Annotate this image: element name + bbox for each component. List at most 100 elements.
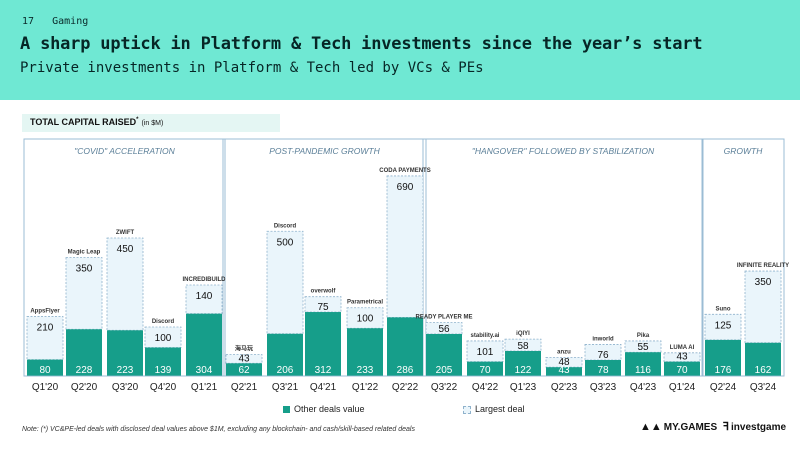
page-number: 17 Gaming: [22, 16, 89, 27]
bar-other-12: [505, 350, 541, 376]
company-logo-label-2: ZWIFT: [116, 230, 135, 236]
data-label-largest-0: 210: [37, 323, 54, 334]
data-label-other-16: 70: [676, 365, 688, 376]
tick-label-18: Q3'24: [750, 382, 777, 393]
bar-other-4: [186, 313, 222, 376]
company-logo-label-11: stability.ai: [471, 333, 500, 339]
bar-other-17: [705, 339, 741, 376]
company-logo-label-4: INCREDIBUILD: [183, 277, 227, 283]
period-label-1: POST-PANDEMIC GROWTH: [269, 146, 380, 156]
company-logo-label-10: READY PLAYER ME: [415, 314, 472, 320]
brand-logos: ▲▲ MY.GAMES ꟻ investgame: [640, 421, 787, 433]
company-logo-label-1: Magic Leap: [68, 250, 101, 256]
bar-other-5: [226, 363, 262, 376]
tick-label-10: Q3'22: [431, 382, 458, 393]
mygames-logo-icon: ▲▲: [640, 421, 662, 433]
data-label-other-10: 205: [436, 365, 453, 376]
company-logo-label-7: overwolf: [311, 289, 337, 295]
company-logo-label-14: inworld: [592, 336, 614, 342]
chart-label-background: [22, 114, 280, 132]
tick-label-2: Q3'20: [112, 382, 139, 393]
tick-label-8: Q1'22: [352, 382, 379, 393]
tick-label-3: Q4'20: [150, 382, 177, 393]
bar-largest-2: [106, 237, 144, 331]
data-label-other-6: 206: [277, 365, 294, 376]
bar-other-3: [145, 347, 181, 376]
data-label-largest-12: 58: [517, 341, 529, 352]
bar-largest-16: [663, 352, 701, 363]
bar-other-7: [305, 312, 341, 376]
data-label-largest-14: 76: [597, 350, 609, 361]
bar-largest-15: [624, 340, 662, 353]
data-label-other-11: 70: [479, 365, 491, 376]
legend-swatch-other: [283, 406, 290, 414]
data-label-largest-9: 690: [397, 182, 414, 193]
data-label-other-3: 139: [155, 365, 172, 376]
tick-label-15: Q4'23: [630, 382, 657, 393]
data-label-other-9: 286: [397, 365, 414, 376]
bar-largest-17: [704, 313, 742, 341]
bar-largest-7: [304, 296, 342, 313]
period-label-0: "COVID" ACCELERATION: [74, 146, 175, 156]
page-subtitle: Private investments in Platform & Tech l…: [20, 60, 484, 76]
data-label-other-8: 233: [357, 365, 374, 376]
bar-largest-6: [266, 230, 304, 335]
tick-label-17: Q2'24: [710, 382, 737, 393]
tick-label-1: Q2'20: [71, 382, 98, 393]
data-label-other-13: 43: [558, 365, 570, 376]
bar-other-1: [66, 329, 102, 376]
bar-largest-9: [386, 175, 424, 318]
bar-largest-14: [584, 344, 622, 361]
bar-other-11: [467, 361, 503, 376]
legend-swatch-largest: [463, 405, 471, 414]
tick-label-11: Q4'22: [472, 382, 499, 393]
data-label-largest-11: 101: [477, 347, 494, 358]
period-label-3: GROWTH: [724, 146, 764, 156]
tick-label-0: Q1'20: [32, 382, 59, 393]
data-label-largest-4: 140: [196, 291, 213, 302]
data-label-other-1: 228: [76, 365, 93, 376]
bar-largest-10: [425, 322, 463, 335]
bar-other-15: [625, 352, 661, 376]
company-logo-label-18: INFINITE REALITY: [737, 263, 789, 269]
data-label-largest-16: 43: [676, 352, 688, 363]
data-label-largest-1: 350: [76, 264, 93, 275]
data-label-other-14: 78: [597, 365, 609, 376]
company-logo-label-8: Parametrical: [347, 300, 383, 306]
bar-other-8: [347, 328, 383, 376]
data-label-other-17: 176: [715, 365, 732, 376]
investgame-logo-icon: ꟻ: [722, 421, 730, 433]
data-label-largest-18: 350: [755, 277, 772, 288]
data-label-largest-2: 450: [117, 244, 134, 255]
bar-largest-18: [744, 270, 782, 344]
company-logo-label-16: LUMA AI: [670, 345, 695, 351]
bar-other-13: [546, 367, 582, 376]
data-label-other-0: 80: [39, 365, 51, 376]
bar-largest-0: [26, 316, 64, 360]
period-box-2: [422, 138, 704, 377]
footnote: Note: (*) VC&PE-led deals with disclosed…: [22, 426, 415, 433]
data-label-largest-3: 100: [155, 333, 172, 344]
company-logo-label-17: Suno: [716, 306, 731, 312]
data-label-largest-15: 55: [637, 342, 649, 353]
bar-other-2: [107, 330, 143, 376]
chart-title: TOTAL CAPITAL RAISED* (in $M): [30, 117, 164, 127]
bar-largest-12: [504, 338, 542, 352]
tick-label-9: Q2'22: [392, 382, 419, 393]
data-label-largest-5: 43: [238, 353, 250, 364]
data-label-other-2: 223: [117, 365, 134, 376]
tick-label-6: Q3'21: [272, 382, 299, 393]
page-title: A sharp uptick in Platform & Tech invest…: [20, 34, 703, 54]
tick-label-12: Q1'23: [510, 382, 537, 393]
company-logo-label-5: 海马玩: [235, 344, 253, 352]
header-banner: 17 Gaming A sharp uptick in Platform & T…: [0, 0, 800, 100]
tick-label-16: Q1'24: [669, 382, 696, 393]
bar-other-6: [267, 333, 303, 376]
tick-label-7: Q4'21: [310, 382, 337, 393]
bar-other-10: [426, 333, 462, 376]
legend-largest-deal: Largest deal: [463, 404, 525, 414]
legend-other-deals: Other deals value: [283, 404, 365, 414]
data-label-largest-8: 100: [357, 314, 374, 325]
bar-other-16: [664, 361, 700, 376]
company-logo-label-12: iQIYI: [516, 331, 530, 337]
